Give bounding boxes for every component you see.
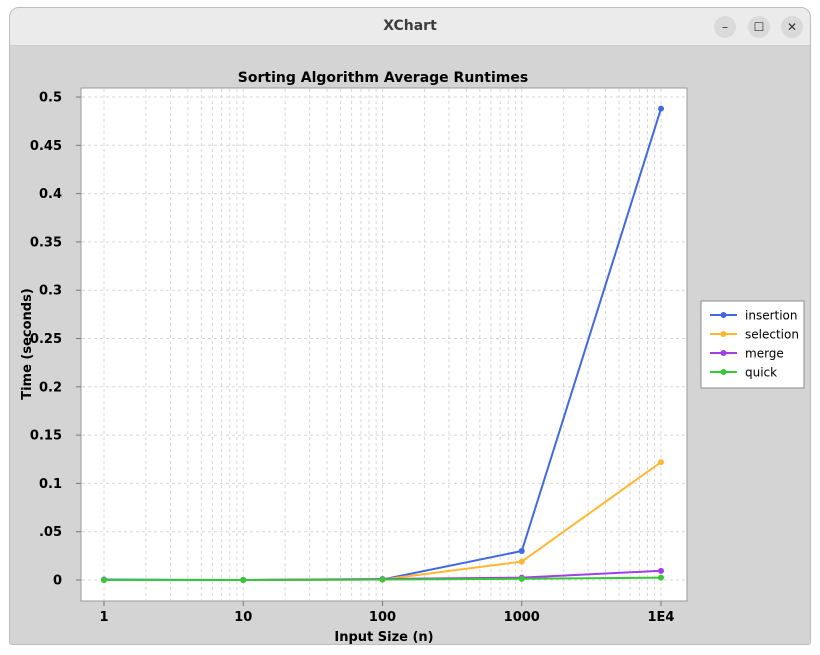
legend-swatch-marker [720, 312, 727, 318]
legend: insertion selection merge quick [700, 300, 805, 389]
close-icon: ✕ [786, 20, 798, 34]
legend-label: quick [745, 366, 777, 380]
y-tick-label: 0.25 [30, 332, 62, 347]
data-point-quick [658, 574, 664, 581]
minimize-icon: – [722, 20, 728, 34]
legend-swatch-marker [720, 331, 727, 337]
x-tick-label: 1 [99, 610, 108, 625]
legend-item-insertion: insertion [710, 309, 798, 323]
data-point-quick [101, 577, 107, 583]
data-point-selection [658, 459, 664, 466]
line-chart: Sorting Algorithm Average Runtimes 0.050… [20, 70, 805, 645]
x-tick-label: 1E4 [648, 610, 675, 625]
data-point-quick [379, 576, 386, 583]
series-quick [101, 574, 664, 583]
axes: 0 .05 0.1 0.15 0.2 0.25 0.3 0.35 0.4 0.45 0.5 1 10 10… [30, 91, 675, 626]
minimize-button[interactable]: – [714, 16, 736, 38]
data-point-insertion [658, 105, 664, 112]
chart-title: Sorting Algorithm Average Runtimes [238, 70, 528, 86]
y-tick-label: 0.35 [30, 235, 62, 250]
y-tick-label: .05 [39, 525, 62, 540]
legend-item-quick: quick [710, 366, 777, 380]
legend-label: selection [745, 328, 799, 342]
data-point-quick [518, 575, 525, 582]
data-point-insertion [518, 548, 525, 555]
y-tick-label: 0.15 [30, 429, 62, 444]
data-point-merge [658, 567, 664, 574]
data-point-selection [518, 558, 525, 565]
x-tick-label: 10 [234, 610, 252, 625]
y-tick-label: 0.2 [39, 380, 62, 395]
x-tick-label: 100 [369, 610, 396, 625]
plot-area [80, 87, 688, 602]
y-tick-label: 0.3 [39, 284, 62, 299]
y-axis-label: Time (seconds) [20, 288, 35, 400]
legend-label: insertion [745, 309, 798, 323]
window-title: XChart [383, 18, 437, 34]
x-axis-label: Input Size (n) [334, 630, 433, 645]
y-tick-label: 0.5 [39, 91, 62, 106]
legend-swatch-marker [720, 369, 727, 375]
y-tick-label: 0 [53, 574, 62, 589]
data-series [101, 105, 664, 583]
legend-swatch-marker [720, 350, 727, 356]
data-point-quick [240, 577, 247, 583]
maximize-icon: ☐ [753, 20, 765, 34]
close-button[interactable]: ✕ [781, 16, 803, 38]
legend-item-selection: selection [710, 328, 799, 342]
legend-label: merge [745, 347, 784, 361]
y-tick-label: 0.45 [30, 139, 62, 154]
y-tick-label: 0.4 [39, 187, 62, 202]
maximize-button[interactable]: ☐ [748, 16, 770, 38]
x-tick-label: 1000 [504, 610, 540, 625]
app-window: XChart – ☐ ✕ Sorting Algorithm Average R… [9, 7, 811, 645]
legend-item-merge: merge [710, 347, 784, 361]
title-bar: XChart – ☐ ✕ [10, 8, 810, 46]
y-tick-label: 0.1 [39, 477, 62, 492]
